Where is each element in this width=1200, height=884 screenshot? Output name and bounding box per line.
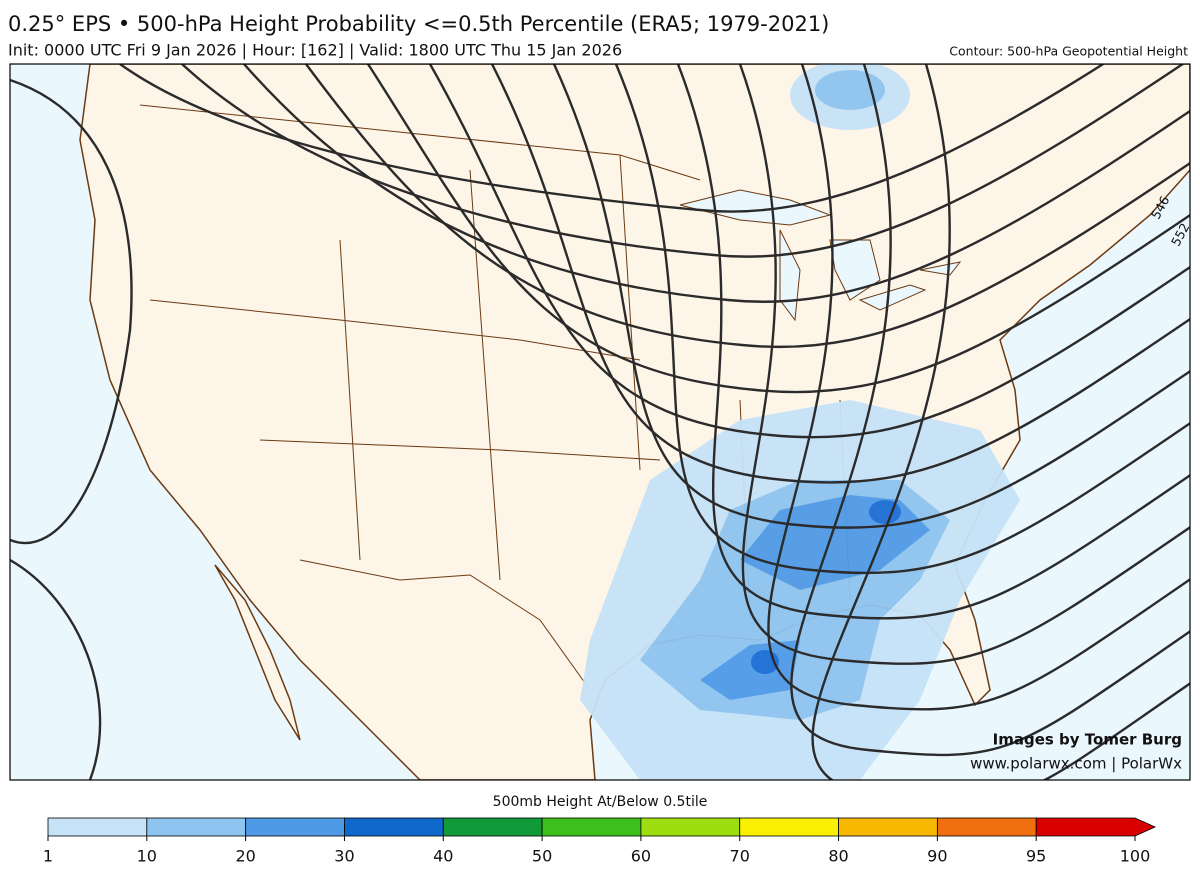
border — [619, 154, 641, 471]
lake — [919, 261, 962, 276]
colorbar-segment — [936, 817, 1037, 837]
colorbar-tick-label: 95 — [1026, 847, 1046, 866]
contour — [10, 78, 133, 545]
contour — [119, 64, 1106, 213]
contour — [614, 64, 1190, 575]
lake — [858, 284, 927, 311]
colorbar-tick-label: 10 — [137, 847, 157, 866]
map — [10, 64, 1190, 780]
lake — [679, 189, 832, 226]
contour — [738, 64, 1190, 665]
colorbar-tick-label: 40 — [433, 847, 453, 866]
colorbar-segment — [838, 817, 938, 837]
colorbar-tick-label: 80 — [828, 847, 848, 866]
website: www.polarwx.com | PolarWx — [970, 755, 1182, 773]
contour — [243, 64, 1190, 303]
colorbar-segment — [1035, 817, 1156, 837]
colorbar-tick-label: 20 — [235, 847, 255, 866]
colorbar-title: 500mb Height At/Below 0.5tile — [493, 794, 708, 810]
colorbar-segment — [344, 817, 444, 837]
colorbar-segment — [442, 817, 543, 837]
contour — [181, 64, 1185, 258]
baja — [214, 564, 301, 741]
colorbar-tick-label: 50 — [532, 847, 552, 866]
colorbar-segment — [245, 817, 345, 837]
border — [339, 239, 361, 561]
colorbar-tick-label: 60 — [631, 847, 651, 866]
height-contours — [119, 64, 1190, 780]
colorbar-segment — [739, 817, 839, 837]
contour — [10, 558, 102, 780]
colorbar-tick-label: 70 — [730, 847, 750, 866]
border — [259, 439, 661, 461]
colorbar-segment — [640, 817, 741, 837]
colorbar-tick-label: 1 — [43, 847, 53, 866]
colorbar-tick-label: 90 — [927, 847, 947, 866]
lake — [779, 229, 801, 322]
contour — [811, 64, 1190, 780]
lake — [829, 239, 881, 301]
contour — [490, 64, 1190, 484]
contour — [305, 64, 1190, 349]
great-lakes — [679, 189, 962, 322]
border — [299, 559, 591, 691]
colorbar-segment — [47, 817, 148, 837]
border — [149, 299, 641, 361]
map-frame — [9, 63, 1191, 781]
title: 0.25° EPS • 500-hPa Height Probability <… — [8, 12, 829, 36]
colorbar-segment — [146, 817, 247, 837]
contour — [767, 64, 1190, 711]
credit: Images by Tomer Burg — [993, 731, 1182, 749]
colorbar-tick-label: 30 — [334, 847, 354, 866]
colorbar: 1 10 20 30 40 50 60 70 80 90 95 100 — [43, 817, 1156, 866]
contour — [366, 64, 1190, 394]
contour-note: Contour: 500-hPa Geopotential Height — [949, 44, 1188, 59]
contour — [552, 64, 1190, 529]
subtitle: Init: 0000 UTC Fri 9 Jan 2026 | Hour: [1… — [8, 41, 622, 60]
colorbar-segment — [541, 817, 642, 837]
contour — [790, 64, 1190, 757]
contour — [428, 64, 1190, 439]
colorbar-tick-label: 100 — [1120, 847, 1151, 866]
contour — [676, 64, 1190, 620]
